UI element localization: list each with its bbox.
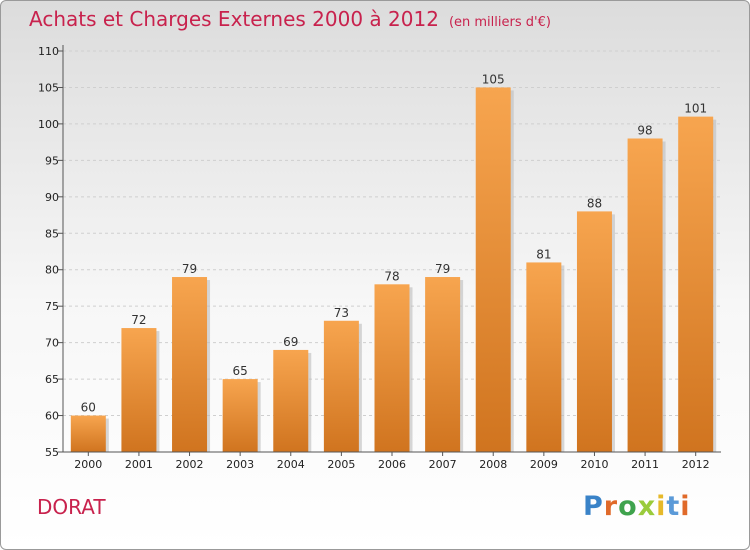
bar xyxy=(526,262,562,452)
bar-value-label: 79 xyxy=(182,262,197,276)
bar xyxy=(678,116,714,453)
bar xyxy=(374,284,410,452)
x-tick-label: 2012 xyxy=(682,458,710,471)
y-tick-label: 70 xyxy=(45,337,59,350)
x-tick-label: 2011 xyxy=(631,458,659,471)
proxiti-logo: Proxiti xyxy=(583,491,691,522)
bar-value-label: 101 xyxy=(684,102,707,116)
bar-value-label: 65 xyxy=(233,364,248,378)
bar-value-label: 78 xyxy=(384,269,399,283)
y-tick-label: 110 xyxy=(38,45,59,58)
bar xyxy=(273,349,309,452)
y-tick-label: 85 xyxy=(45,227,59,240)
bar-value-label: 73 xyxy=(334,306,349,320)
x-tick-label: 2008 xyxy=(479,458,507,471)
bar xyxy=(627,138,663,452)
x-tick-label: 2001 xyxy=(125,458,153,471)
bar-value-label: 72 xyxy=(131,313,146,327)
y-tick-label: 55 xyxy=(45,446,59,459)
chart-title: Achats et Charges Externes 2000 à 2012 (e… xyxy=(29,7,551,31)
bar xyxy=(172,277,208,452)
bar-value-label: 81 xyxy=(536,247,551,261)
bar xyxy=(121,328,157,452)
bar xyxy=(475,87,511,453)
bar-value-label: 105 xyxy=(482,72,505,86)
chart-title-text: Achats et Charges Externes 2000 à 2012 xyxy=(29,7,439,31)
bar xyxy=(425,277,461,452)
bar-value-label: 88 xyxy=(587,196,602,210)
bar xyxy=(576,211,612,452)
x-tick-label: 2010 xyxy=(580,458,608,471)
x-tick-label: 2007 xyxy=(429,458,457,471)
y-tick-label: 80 xyxy=(45,264,59,277)
bar-value-label: 60 xyxy=(81,401,96,415)
commune-name: DORAT xyxy=(37,495,106,519)
bar xyxy=(222,379,258,452)
bar-value-label: 79 xyxy=(435,262,450,276)
bar xyxy=(70,415,106,452)
x-tick-label: 2003 xyxy=(226,458,254,471)
bar xyxy=(323,320,359,452)
x-tick-label: 2002 xyxy=(176,458,204,471)
x-tick-label: 2009 xyxy=(530,458,558,471)
x-tick-label: 2005 xyxy=(327,458,355,471)
y-tick-label: 75 xyxy=(45,300,59,313)
bar-value-label: 98 xyxy=(637,123,652,137)
chart-unit: (en milliers d'€) xyxy=(448,15,551,30)
y-tick-label: 95 xyxy=(45,154,59,167)
x-tick-label: 2006 xyxy=(378,458,406,471)
y-tick-label: 90 xyxy=(45,191,59,204)
x-tick-label: 2000 xyxy=(74,458,102,471)
y-tick-label: 65 xyxy=(45,373,59,386)
bar-value-label: 69 xyxy=(283,335,298,349)
x-tick-label: 2004 xyxy=(277,458,305,471)
y-tick-label: 100 xyxy=(38,118,59,131)
y-tick-label: 105 xyxy=(38,81,59,94)
y-tick-label: 60 xyxy=(45,410,59,423)
